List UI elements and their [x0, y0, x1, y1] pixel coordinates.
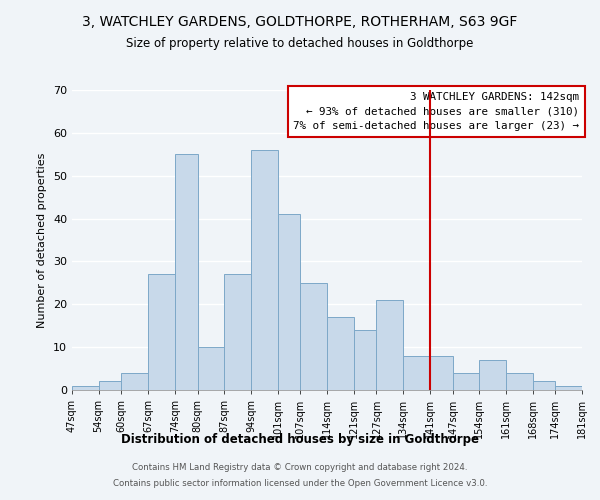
Bar [479, 360, 506, 390]
Bar [376, 300, 403, 390]
Text: 3, WATCHLEY GARDENS, GOLDTHORPE, ROTHERHAM, S63 9GF: 3, WATCHLEY GARDENS, GOLDTHORPE, ROTHERH… [82, 15, 518, 29]
Bar [251, 150, 278, 390]
Bar [98, 382, 121, 390]
Bar [278, 214, 301, 390]
Bar [72, 386, 98, 390]
Bar [353, 330, 376, 390]
Bar [224, 274, 251, 390]
Text: Contains HM Land Registry data © Crown copyright and database right 2024.: Contains HM Land Registry data © Crown c… [132, 464, 468, 472]
Bar [403, 356, 430, 390]
Bar [121, 373, 148, 390]
Bar [197, 347, 224, 390]
Y-axis label: Number of detached properties: Number of detached properties [37, 152, 47, 328]
Bar [430, 356, 452, 390]
Bar [452, 373, 479, 390]
Bar [148, 274, 175, 390]
Text: Contains public sector information licensed under the Open Government Licence v3: Contains public sector information licen… [113, 478, 487, 488]
Bar [175, 154, 197, 390]
Bar [556, 386, 582, 390]
Bar [533, 382, 556, 390]
Bar [301, 283, 327, 390]
Text: 3 WATCHLEY GARDENS: 142sqm
← 93% of detached houses are smaller (310)
7% of semi: 3 WATCHLEY GARDENS: 142sqm ← 93% of deta… [293, 92, 580, 131]
Bar [506, 373, 533, 390]
Text: Distribution of detached houses by size in Goldthorpe: Distribution of detached houses by size … [121, 432, 479, 446]
Text: Size of property relative to detached houses in Goldthorpe: Size of property relative to detached ho… [127, 38, 473, 51]
Bar [327, 317, 353, 390]
